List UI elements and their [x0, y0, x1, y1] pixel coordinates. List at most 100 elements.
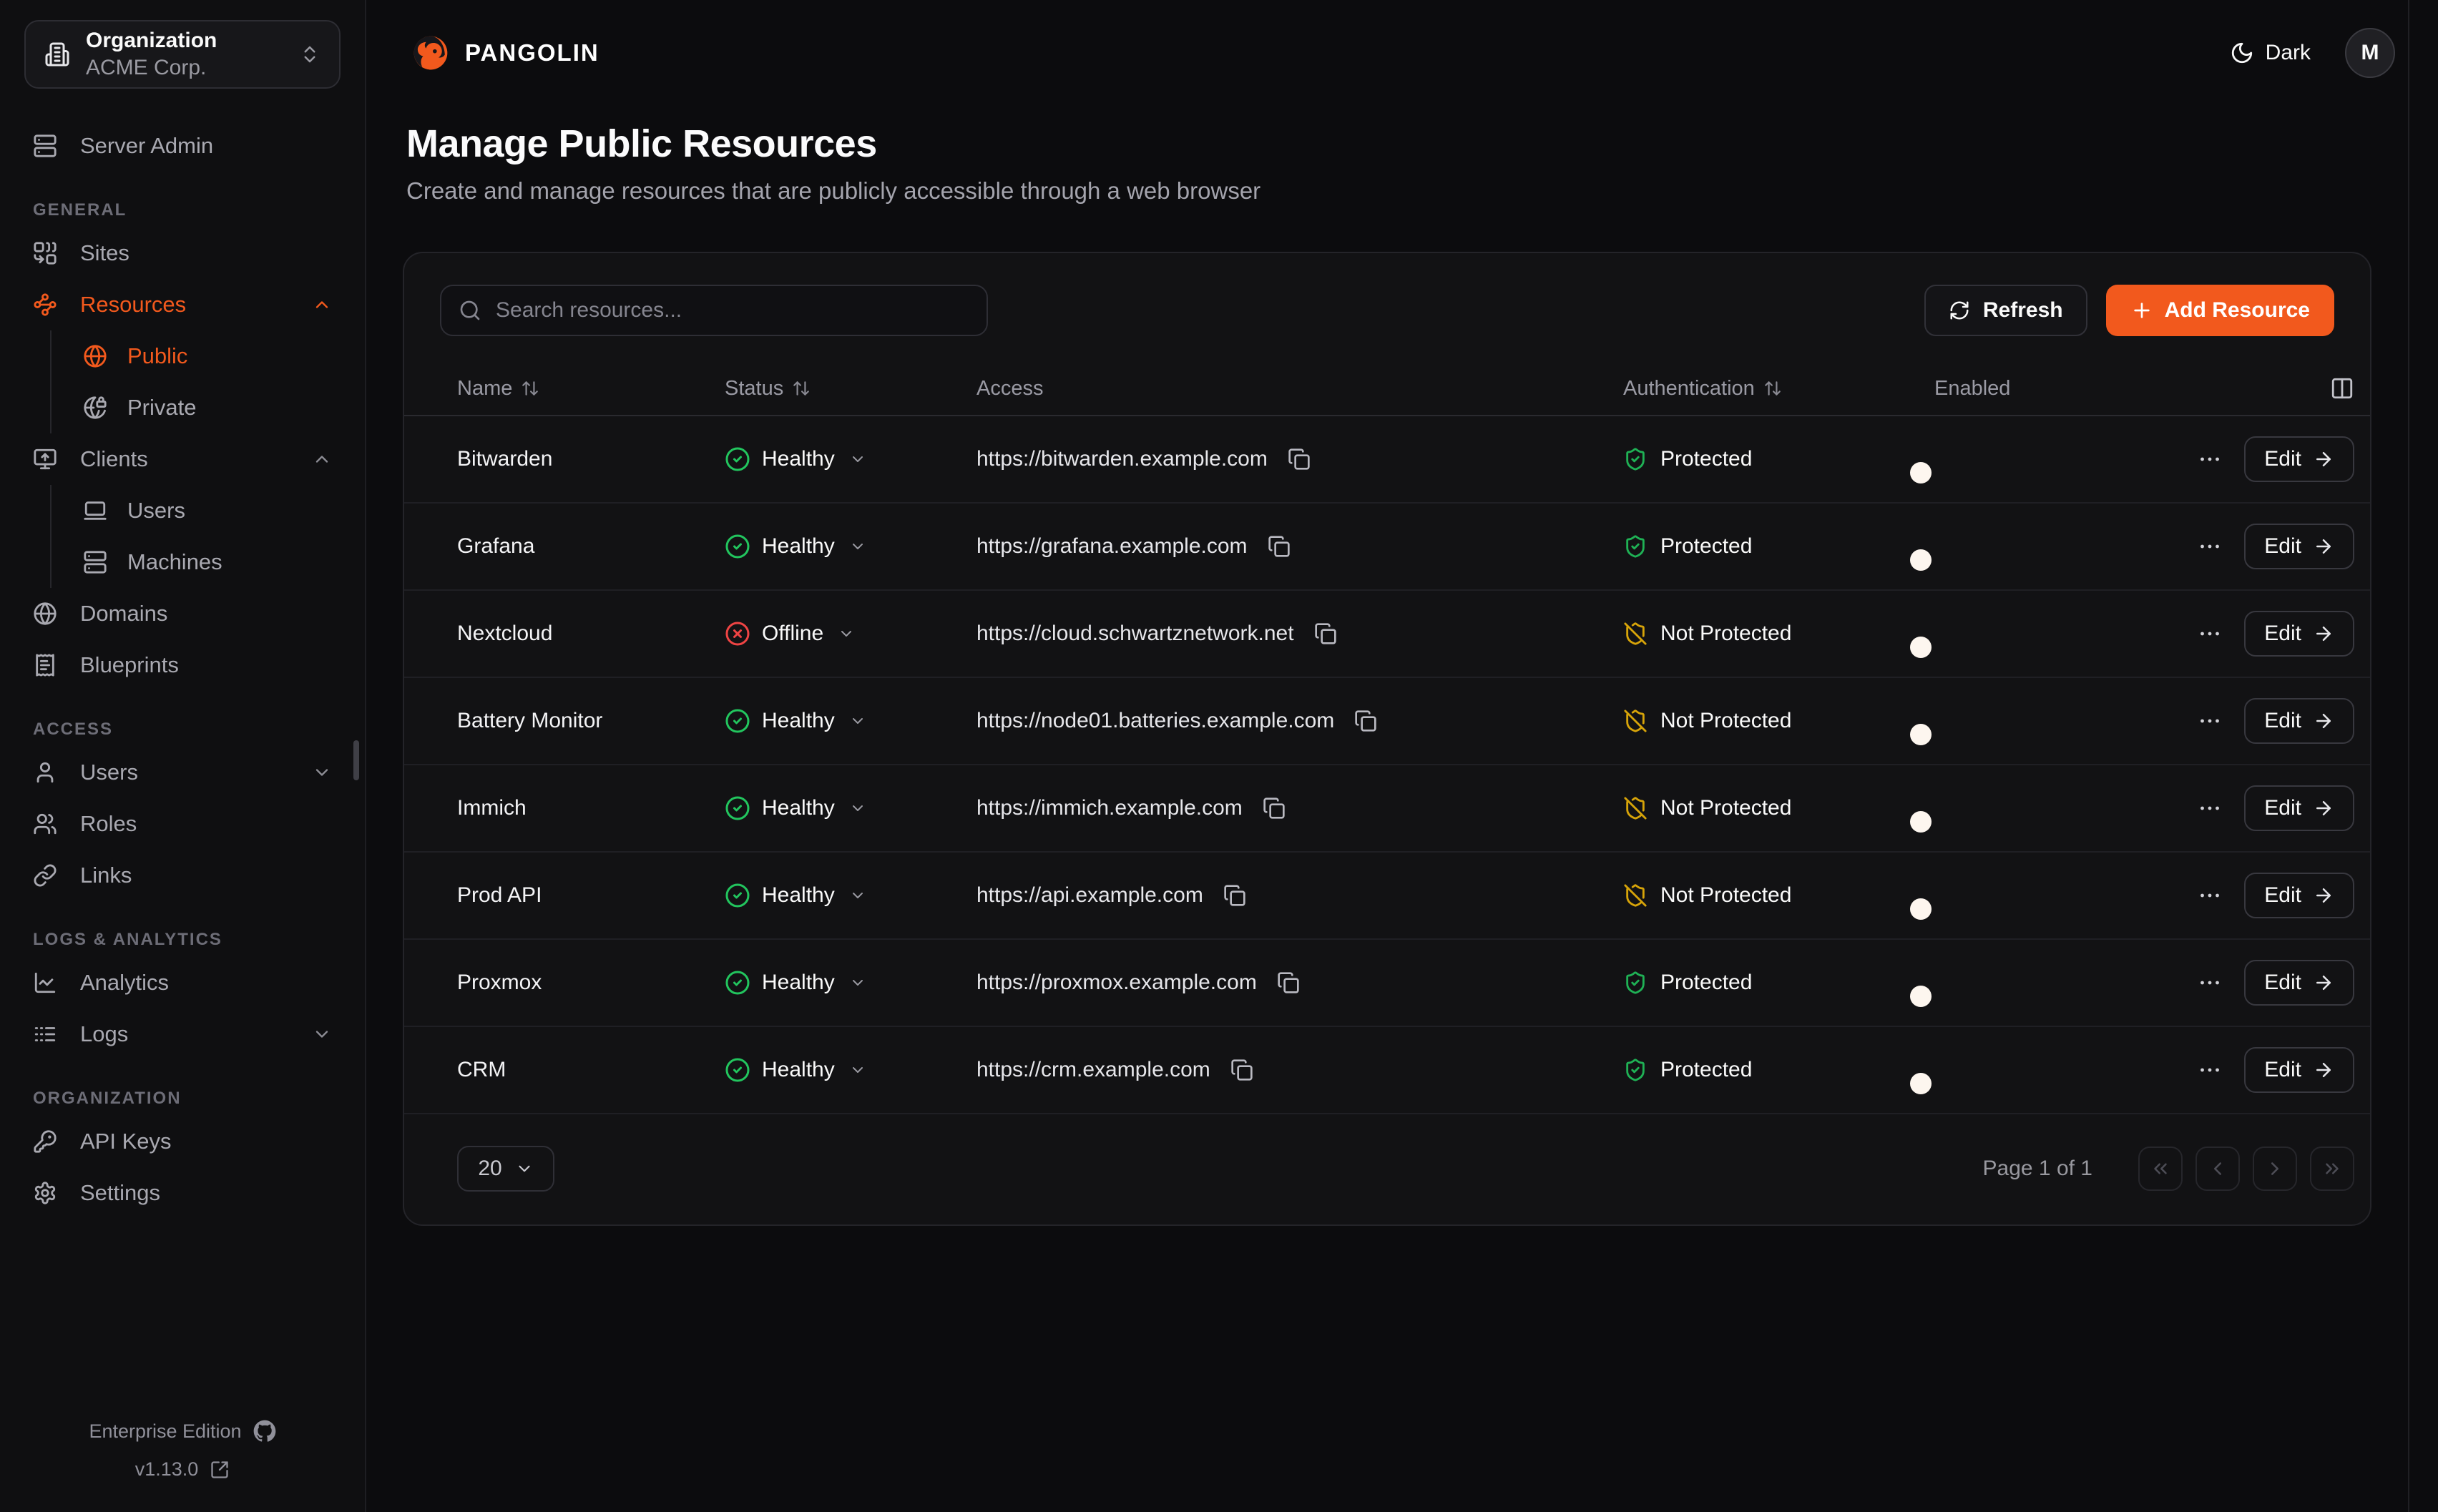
- auth-label: Protected: [1660, 534, 1753, 558]
- sidebar-item-domains[interactable]: Domains: [19, 588, 346, 639]
- edit-button[interactable]: Edit: [2244, 436, 2354, 482]
- gear-icon: [33, 1181, 57, 1205]
- column-header-name[interactable]: Name: [457, 377, 725, 401]
- sidebar-item-settings[interactable]: Settings: [19, 1167, 346, 1219]
- copy-url-button[interactable]: [1230, 1059, 1253, 1081]
- column-header-enabled: Enabled: [1934, 377, 2330, 401]
- pangolin-logo-icon: [411, 33, 451, 73]
- theme-toggle[interactable]: Dark: [2230, 41, 2311, 65]
- sidebar-item-logs[interactable]: Logs: [19, 1008, 346, 1060]
- row-menu-button[interactable]: [2197, 621, 2223, 647]
- copy-url-button[interactable]: [1277, 971, 1300, 994]
- chevron-down-icon: [849, 451, 866, 468]
- copy-url-button[interactable]: [1268, 535, 1291, 558]
- status-label: Healthy: [762, 447, 835, 471]
- sidebar-item-sites[interactable]: Sites: [19, 227, 346, 279]
- sidebar-item-analytics[interactable]: Analytics: [19, 957, 346, 1008]
- edit-button[interactable]: Edit: [2244, 698, 2354, 744]
- sidebar-item-label: Clients: [80, 446, 148, 471]
- edit-button[interactable]: Edit: [2244, 873, 2354, 918]
- sidebar-item-resources[interactable]: Resources: [19, 279, 346, 330]
- edit-button[interactable]: Edit: [2244, 611, 2354, 657]
- sidebar-item-blueprints[interactable]: Blueprints: [19, 639, 346, 691]
- resource-url: https://crm.example.com: [976, 1058, 1210, 1081]
- copy-url-button[interactable]: [1354, 710, 1377, 732]
- add-resource-button[interactable]: Add Resource: [2105, 285, 2334, 336]
- arrow-right-icon: [2313, 710, 2334, 732]
- column-header-authentication[interactable]: Authentication: [1623, 377, 1934, 401]
- sidebar-item-clients[interactable]: Clients: [19, 433, 346, 485]
- sidebar-item-roles[interactable]: Roles: [19, 798, 346, 850]
- status-dropdown[interactable]: Healthy: [725, 534, 976, 559]
- copy-url-button[interactable]: [1288, 448, 1311, 471]
- resource-url: https://node01.batteries.example.com: [976, 709, 1335, 732]
- org-selector[interactable]: Organization ACME Corp.: [24, 20, 341, 89]
- globe-icon: [33, 602, 57, 626]
- sidebar-item-api-keys[interactable]: API Keys: [19, 1116, 346, 1167]
- section-label-access: ACCESS: [33, 720, 114, 739]
- sidebar-item-links[interactable]: Links: [19, 850, 346, 901]
- scrollbar-track[interactable]: [2408, 0, 2409, 1512]
- next-page-button[interactable]: [2253, 1147, 2297, 1191]
- sidebar-item-machines[interactable]: Machines: [69, 536, 346, 588]
- sidebar-item-label: Links: [80, 863, 132, 888]
- sidebar-scrollbar-thumb[interactable]: [353, 740, 359, 780]
- status-dropdown[interactable]: Healthy: [725, 970, 976, 996]
- status-dropdown[interactable]: Offline: [725, 621, 976, 647]
- section-label-organization: ORGANIZATION: [33, 1089, 182, 1108]
- sort-icon: [521, 379, 539, 398]
- column-label: Name: [457, 376, 513, 400]
- row-menu-button[interactable]: [2197, 970, 2223, 996]
- refresh-icon: [1949, 300, 1970, 321]
- circle-check-icon: [725, 795, 750, 821]
- row-menu-button[interactable]: [2197, 883, 2223, 908]
- sidebar-item-private[interactable]: Private: [69, 382, 346, 433]
- avatar[interactable]: M: [2345, 28, 2395, 78]
- resource-name: Immich: [457, 796, 527, 820]
- circle-check-icon: [725, 446, 750, 472]
- column-header-status[interactable]: Status: [725, 377, 976, 401]
- edit-button[interactable]: Edit: [2244, 960, 2354, 1006]
- edit-label: Edit: [2264, 709, 2301, 732]
- row-menu-button[interactable]: [2197, 1057, 2223, 1083]
- github-icon[interactable]: [253, 1420, 276, 1443]
- status-label: Healthy: [762, 534, 835, 558]
- sidebar-item-label: Analytics: [80, 970, 170, 995]
- page-size-select[interactable]: 20: [457, 1146, 554, 1192]
- sidebar-item-public[interactable]: Public: [69, 330, 346, 382]
- edit-button[interactable]: Edit: [2244, 1047, 2354, 1093]
- status-dropdown[interactable]: Healthy: [725, 795, 976, 821]
- copy-url-button[interactable]: [1223, 884, 1246, 907]
- auth-label: Not Protected: [1660, 796, 1792, 820]
- status-dropdown[interactable]: Healthy: [725, 883, 976, 908]
- edit-button[interactable]: Edit: [2244, 785, 2354, 831]
- row-menu-button[interactable]: [2197, 708, 2223, 734]
- sidebar-item-server-admin[interactable]: Server Admin: [19, 120, 346, 172]
- column-visibility-button[interactable]: [2330, 376, 2354, 401]
- copy-url-button[interactable]: [1314, 622, 1337, 645]
- status-dropdown[interactable]: Healthy: [725, 446, 976, 472]
- status-dropdown[interactable]: Healthy: [725, 1057, 976, 1083]
- row-menu-button[interactable]: [2197, 446, 2223, 472]
- search-input[interactable]: [496, 298, 969, 323]
- prev-page-button[interactable]: [2195, 1147, 2240, 1191]
- edit-button[interactable]: Edit: [2244, 524, 2354, 569]
- page-head: Manage Public Resources Create and manag…: [366, 80, 2438, 205]
- row-menu-button[interactable]: [2197, 534, 2223, 559]
- sidebar-item-client-users[interactable]: Users: [69, 485, 346, 536]
- main-content: PANGOLIN Dark M Manage Public Resources …: [366, 0, 2438, 1512]
- chevron-up-icon: [312, 449, 332, 469]
- sidebar-item-users[interactable]: Users: [19, 747, 346, 798]
- first-page-button[interactable]: [2138, 1147, 2183, 1191]
- row-menu-button[interactable]: [2197, 795, 2223, 821]
- toggle-knob: [1910, 1073, 1932, 1094]
- toggle-knob: [1910, 724, 1932, 745]
- copy-url-button[interactable]: [1263, 797, 1286, 820]
- status-dropdown[interactable]: Healthy: [725, 708, 976, 734]
- last-page-button[interactable]: [2310, 1147, 2354, 1191]
- external-link-icon[interactable]: [210, 1460, 230, 1480]
- chevron-down-icon: [312, 1024, 332, 1044]
- refresh-button[interactable]: Refresh: [1924, 285, 2087, 336]
- table-row: Grafana Healthy https://grafana.example.…: [404, 504, 2370, 591]
- sidebar-item-label: Users: [127, 498, 185, 523]
